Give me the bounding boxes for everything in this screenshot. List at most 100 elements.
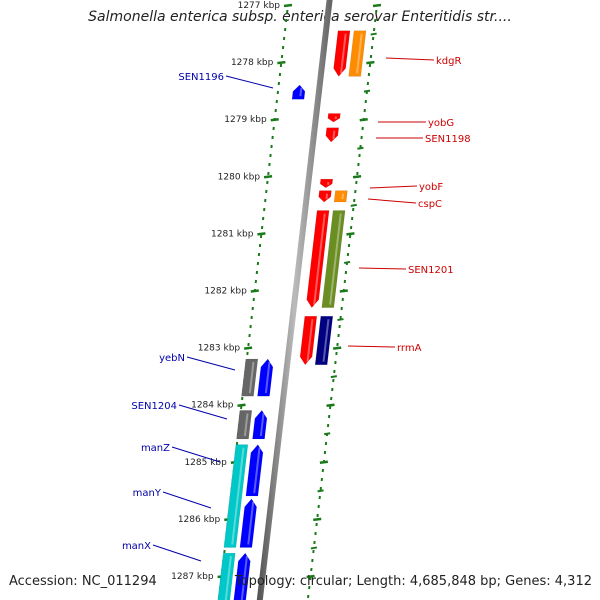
gene-shine: [259, 413, 265, 437]
label-connector: [367, 198, 417, 204]
tick-label: 1283 kbp: [198, 344, 241, 354]
label-connector: [358, 267, 407, 270]
gene-rrma-cds: [314, 315, 334, 365]
gene-yobf-2: [318, 190, 332, 203]
gene-sen1201: [306, 210, 330, 309]
minor-tick: [310, 546, 318, 550]
gene-manzy-cds: [223, 444, 249, 548]
label-cspc: cspC: [367, 198, 442, 210]
gene-manz: [245, 444, 264, 497]
map-title: Salmonella enterica subsp. enterica sero…: [88, 9, 512, 25]
gene-shine: [240, 556, 248, 600]
label-manz: manZ: [141, 443, 221, 463]
gene-label-text: SEN1196: [178, 72, 224, 83]
label-connector: [186, 356, 236, 371]
tick-label: 1281 kbp: [211, 229, 254, 239]
gene-yebn-cds: [241, 358, 259, 397]
gene-shine: [341, 193, 345, 200]
label-connector: [225, 75, 274, 89]
label-connector: [178, 404, 228, 420]
tick-mark-left: [237, 403, 246, 407]
tick-mark-left: [270, 117, 279, 122]
gene-rrma: [299, 315, 318, 366]
gene-label-text: SEN1201: [408, 265, 454, 276]
label-connector: [152, 544, 202, 562]
tick-mark-right: [372, 3, 382, 8]
minor-tick: [370, 32, 377, 36]
tick-mark-right: [326, 403, 335, 407]
gene-sen1198: [325, 127, 340, 143]
tick-mark-left: [263, 175, 273, 179]
tick-mark-left: [283, 3, 293, 8]
gene-labels: kdgR SEN1196 yobG SEN1198 yobF cspC SEN1201 rrm…: [122, 56, 471, 562]
gene-sen1204: [252, 409, 268, 440]
minor-tick: [357, 146, 364, 150]
tick-mark-right: [313, 517, 322, 522]
tick-label: 1280 kbp: [218, 172, 261, 182]
gene-label-text: SEN1198: [425, 134, 471, 145]
backbone: [256, 0, 333, 600]
gene-label-text: kdgR: [436, 56, 461, 67]
tick-label: 1284 kbp: [191, 401, 234, 411]
tick-label: 1278 kbp: [231, 58, 274, 68]
gene-label-text: yobF: [419, 182, 443, 193]
gene-shine: [299, 87, 303, 97]
gene-shine: [329, 213, 342, 305]
label-connector: [171, 446, 221, 463]
scale-ticks: 1277 kbp 1278 kbp 1279 kbp 1280 kbp 1281 kbp…: [171, 1, 382, 599]
label-sen1201: SEN1201: [358, 265, 454, 276]
tick-mark-right: [359, 117, 368, 122]
gene-label-text: SEN1204: [131, 401, 177, 412]
label-yebn: yebN: [159, 353, 236, 371]
tick-mark-right: [346, 232, 355, 236]
tick-label: 1277 kbp: [238, 1, 281, 11]
gene-sen1201-cds: [321, 210, 346, 308]
tick-label: 1279 kbp: [224, 115, 267, 125]
gene-shine: [313, 213, 326, 305]
tick-mark-right: [339, 289, 348, 293]
tick-label: 1286 kbp: [178, 515, 221, 525]
label-sen1204: SEN1204: [131, 401, 228, 420]
label-connector: [347, 345, 396, 348]
gene-cspc: [333, 190, 348, 203]
gene-label-text: yebN: [159, 353, 185, 364]
accession-text: Accession: NC_011294: [9, 574, 157, 589]
label-yobf: yobF: [369, 182, 443, 193]
minor-tick: [337, 318, 344, 322]
gene-label-text: manZ: [141, 443, 170, 454]
gene-shine: [332, 130, 336, 140]
label-rrma: rrmA: [347, 343, 422, 354]
minor-tick: [343, 260, 351, 264]
gene-shine: [247, 501, 255, 545]
gene-shine: [325, 193, 329, 200]
label-connector: [369, 185, 418, 189]
gene-shine: [340, 33, 347, 74]
gene-yebn: [257, 358, 274, 397]
label-yobg: yobG: [378, 118, 454, 129]
gene-shine: [356, 33, 363, 74]
label-connector: [385, 57, 435, 61]
tick-mark-right: [319, 460, 329, 465]
topology-summary: Topology: circular; Length: 4,685,848 bp…: [234, 574, 592, 589]
gene-manx-cds: [217, 552, 236, 600]
gene-kdgr: [333, 30, 351, 77]
gene-shine: [231, 447, 245, 545]
gene-label-text: yobG: [428, 118, 454, 129]
tick-mark-right: [366, 60, 375, 65]
label-manx: manX: [122, 541, 202, 562]
gene-label-text: rrmA: [397, 343, 422, 354]
label-many: manY: [133, 488, 212, 509]
gene-shine: [264, 361, 271, 394]
tick-mark-right: [352, 175, 362, 179]
minor-tick: [350, 203, 357, 207]
backbone-line: [256, 0, 333, 600]
label-sen1196: SEN1196: [178, 72, 274, 89]
label-kdgr: kdgR: [385, 56, 461, 67]
gene-shine: [243, 413, 249, 437]
gene-shine: [306, 319, 314, 362]
minor-tick: [324, 432, 331, 436]
gene-sen1196: [291, 84, 306, 100]
gene-shine: [322, 319, 330, 362]
gene-yobf: [319, 178, 334, 189]
